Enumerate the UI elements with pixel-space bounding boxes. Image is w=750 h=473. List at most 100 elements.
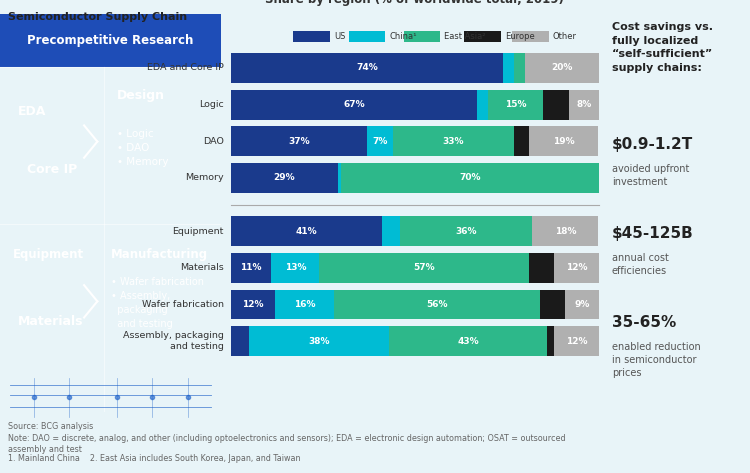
- Bar: [569, 90, 598, 120]
- Text: China¹: China¹: [389, 32, 416, 41]
- Text: Other: Other: [553, 32, 577, 41]
- Bar: [249, 326, 389, 356]
- Text: Europe: Europe: [505, 32, 535, 41]
- Text: $0.9-1.2T: $0.9-1.2T: [612, 137, 693, 152]
- Text: 41%: 41%: [296, 227, 317, 236]
- Bar: [503, 53, 514, 83]
- Bar: [400, 216, 532, 246]
- Bar: [477, 90, 488, 120]
- Text: 57%: 57%: [413, 263, 435, 272]
- Bar: [231, 53, 503, 83]
- Bar: [231, 126, 367, 156]
- Text: EDA and Core IP: EDA and Core IP: [147, 63, 224, 72]
- Text: 9%: 9%: [574, 300, 590, 309]
- Bar: [382, 216, 400, 246]
- Text: 37%: 37%: [288, 137, 310, 146]
- Bar: [514, 53, 525, 83]
- Text: $45-125B: $45-125B: [612, 226, 694, 241]
- Text: 8%: 8%: [576, 100, 592, 109]
- Text: Assembly, packaging
and testing: Assembly, packaging and testing: [123, 332, 224, 351]
- Bar: [367, 126, 393, 156]
- Bar: [566, 289, 598, 319]
- Text: East Asia²: East Asia²: [444, 32, 486, 41]
- Bar: [293, 31, 330, 42]
- Text: Logic: Logic: [199, 100, 223, 109]
- Bar: [540, 289, 566, 319]
- Bar: [338, 163, 341, 193]
- Bar: [547, 326, 554, 356]
- Text: Materials: Materials: [18, 315, 83, 328]
- Text: 20%: 20%: [551, 63, 572, 72]
- Text: annual cost
efficiencies: annual cost efficiencies: [612, 253, 669, 276]
- Bar: [514, 126, 529, 156]
- Text: 56%: 56%: [426, 300, 448, 309]
- Bar: [529, 253, 554, 283]
- Bar: [393, 126, 514, 156]
- Bar: [341, 163, 598, 193]
- Bar: [464, 31, 501, 42]
- Bar: [320, 253, 529, 283]
- Text: DAO: DAO: [202, 137, 223, 146]
- Bar: [554, 253, 598, 283]
- Bar: [404, 31, 440, 42]
- Text: Share by region (% of worldwide total, 2019): Share by region (% of worldwide total, 2…: [266, 0, 564, 6]
- Text: enabled reduction
in semiconductor
prices: enabled reduction in semiconductor price…: [612, 342, 701, 378]
- Text: 67%: 67%: [344, 100, 365, 109]
- Text: Source: BCG analysis: Source: BCG analysis: [8, 422, 93, 431]
- Text: 36%: 36%: [455, 227, 477, 236]
- Text: EDA: EDA: [18, 105, 46, 118]
- Text: 7%: 7%: [372, 137, 388, 146]
- Text: Materials: Materials: [180, 263, 224, 272]
- Bar: [231, 253, 272, 283]
- Bar: [334, 289, 540, 319]
- Text: 13%: 13%: [284, 263, 306, 272]
- Text: 15%: 15%: [505, 100, 526, 109]
- Text: 38%: 38%: [308, 337, 330, 346]
- Text: 43%: 43%: [458, 337, 478, 346]
- Text: Semiconductor Supply Chain: Semiconductor Supply Chain: [8, 12, 187, 22]
- Text: 11%: 11%: [241, 263, 262, 272]
- Bar: [0, 14, 221, 67]
- Text: 19%: 19%: [553, 137, 574, 146]
- Text: 33%: 33%: [442, 137, 464, 146]
- Text: 1. Mainland China    2. East Asia includes South Korea, Japan, and Taiwan: 1. Mainland China 2. East Asia includes …: [8, 454, 300, 463]
- Text: 18%: 18%: [555, 227, 576, 236]
- Text: Core IP: Core IP: [26, 163, 76, 176]
- Bar: [231, 90, 477, 120]
- Bar: [389, 326, 547, 356]
- Text: Note: DAO = discrete, analog, and other (including optoelectronics and sensors);: Note: DAO = discrete, analog, and other …: [8, 434, 566, 443]
- Text: 12%: 12%: [566, 263, 587, 272]
- Text: Precompetitive Research: Precompetitive Research: [28, 34, 194, 47]
- Bar: [231, 216, 382, 246]
- Text: 74%: 74%: [356, 63, 378, 72]
- Bar: [231, 163, 338, 193]
- Bar: [529, 126, 598, 156]
- Text: 16%: 16%: [294, 300, 315, 309]
- Bar: [525, 53, 599, 83]
- Bar: [488, 90, 543, 120]
- Bar: [231, 326, 249, 356]
- Bar: [512, 31, 549, 42]
- Text: 70%: 70%: [459, 173, 481, 183]
- Text: Design: Design: [117, 88, 165, 102]
- Text: avoided upfront
investment: avoided upfront investment: [612, 164, 689, 187]
- Bar: [272, 253, 320, 283]
- Bar: [554, 326, 598, 356]
- Text: Manufacturing: Manufacturing: [111, 248, 208, 261]
- Bar: [275, 289, 334, 319]
- Text: 35-65%: 35-65%: [612, 315, 676, 330]
- Bar: [543, 90, 569, 120]
- Text: 12%: 12%: [242, 300, 264, 309]
- Text: Memory: Memory: [185, 173, 224, 183]
- Text: 29%: 29%: [274, 173, 295, 183]
- Bar: [231, 289, 275, 319]
- Text: • Wafer fabrication
• Assembly,
  packaging
  and testing: • Wafer fabrication • Assembly, packagin…: [111, 277, 203, 329]
- Text: Equipment: Equipment: [13, 248, 85, 261]
- Text: Wafer fabrication: Wafer fabrication: [142, 300, 224, 309]
- Text: Equipment: Equipment: [172, 227, 224, 236]
- Text: • Logic
• DAO
• Memory: • Logic • DAO • Memory: [117, 129, 169, 166]
- Text: assembly and test: assembly and test: [8, 445, 81, 454]
- Bar: [532, 216, 598, 246]
- Text: 12%: 12%: [566, 337, 587, 346]
- Text: Cost savings vs.
fully localized
“self-sufficient”
supply chains:: Cost savings vs. fully localized “self-s…: [612, 22, 713, 73]
